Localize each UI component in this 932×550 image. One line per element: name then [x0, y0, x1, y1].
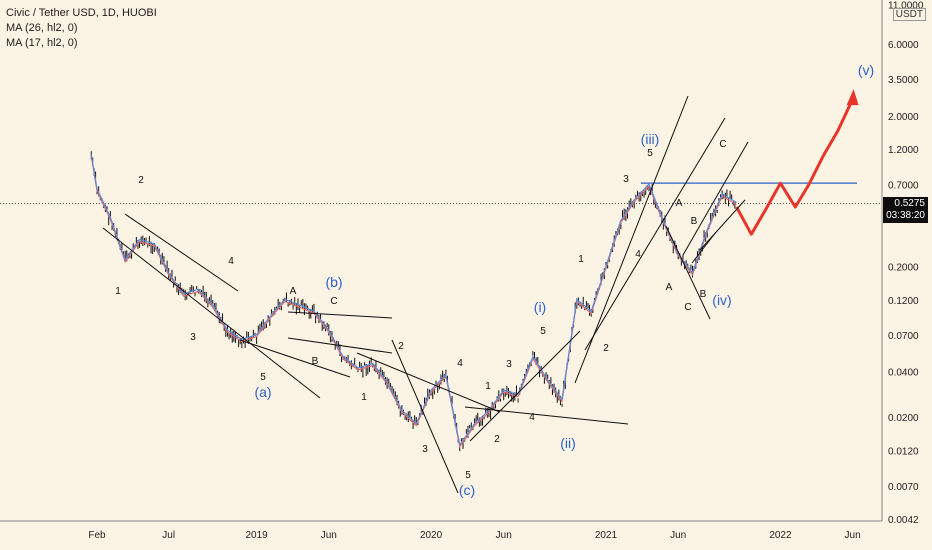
wave-label-minor: 3 [506, 359, 512, 370]
wave-label-minor: 1 [485, 381, 491, 392]
channel-line [464, 406, 629, 425]
price-tick-label: 0.1200 [888, 296, 919, 307]
price-tick-label: 0.0400 [888, 368, 919, 379]
wave-label-minor: 2 [603, 343, 609, 354]
wave-label-major: (iv) [712, 292, 731, 308]
channel-line [287, 311, 393, 319]
wave-label-minor: 5 [647, 148, 653, 159]
current-price-label: 0.5275 03:38:20 [883, 197, 928, 223]
wave-label-major: (b) [325, 274, 342, 290]
wave-label-minor: 5 [540, 326, 546, 337]
price-tick-label: 1.2000 [888, 145, 919, 156]
time-tick-label: Jun [496, 530, 512, 541]
wave-label-major: (i) [534, 299, 546, 315]
price-tick-label: 2.0000 [888, 112, 919, 123]
wave-label-major: (c) [459, 482, 475, 498]
time-tick-label: Feb [88, 530, 106, 541]
ma-26-indicator[interactable]: MA (26, hl2, 0) [6, 22, 78, 34]
price-tick-label: 0.2000 [888, 262, 919, 273]
time-tick-label: 2020 [420, 530, 443, 541]
ma-26-line [90, 156, 737, 449]
wave-label-major: (ii) [560, 435, 576, 451]
wave-label-minor: C [330, 296, 337, 307]
channel-line [469, 330, 581, 442]
channel-line [682, 141, 749, 256]
wave-label-minor: 1 [361, 392, 367, 403]
wave-label-major: (v) [858, 62, 874, 78]
wave-label-minor: B [691, 216, 698, 227]
wave-label-minor: 2 [398, 341, 404, 352]
price-tick-label: 11.0000 [888, 0, 924, 11]
chart-legend: Civic / Tether USD, 1D, HUOBI MA (26, hl… [6, 6, 157, 51]
ma-17-indicator[interactable]: MA (17, hl2, 0) [6, 37, 78, 49]
wave-label-minor: B [700, 289, 707, 300]
wave-label-minor: 5 [260, 372, 266, 383]
price-tick-label: 0.0070 [888, 482, 919, 493]
wave-label-minor: 2 [138, 175, 144, 186]
price-tick-label: 0.0042 [888, 515, 919, 526]
wave-label-minor: 1 [578, 254, 584, 265]
channel-line [584, 117, 726, 351]
wave-label-minor: C [719, 139, 726, 150]
price-tick-label: 3.5000 [888, 75, 919, 86]
wave-label-minor: 5 [465, 470, 471, 481]
wave-label-minor: 2 [494, 434, 500, 445]
wave-label-minor: 3 [623, 174, 629, 185]
time-tick-label: 2022 [769, 530, 792, 541]
channel-line [356, 352, 501, 413]
projection-arrowhead [846, 89, 859, 106]
symbol-title[interactable]: Civic / Tether USD, 1D, HUOBI [6, 7, 157, 19]
wave-label-minor: A [676, 198, 683, 209]
price-tick-label: 0.0120 [888, 447, 919, 458]
currency-unit-label[interactable]: USDT [892, 8, 926, 21]
price-tick-label: 6.0000 [888, 40, 919, 51]
candle-countdown: 03:38:20 [886, 210, 925, 221]
wave-label-minor: A [290, 286, 297, 297]
time-tick-label: Jun [670, 530, 686, 541]
price-tick-label: 0.0700 [888, 331, 919, 342]
channel-line [239, 339, 351, 378]
wave-label-minor: A [666, 282, 673, 293]
time-tick-label: 2019 [246, 530, 269, 541]
time-tick-label: Jul [162, 530, 175, 541]
wave-label-minor: 4 [228, 256, 234, 267]
wave-label-minor: 4 [457, 358, 463, 369]
wave-label-minor: 3 [422, 444, 428, 455]
price-tick-label: 0.0200 [888, 413, 919, 424]
ma-17-line [90, 154, 737, 447]
wave-label-minor: 4 [635, 249, 641, 260]
projection-path [735, 98, 854, 236]
price-tick-label: 0.7000 [888, 181, 919, 192]
wave-label-minor: B [312, 356, 319, 367]
wave-label-major: (iii) [641, 131, 660, 147]
wave-label-minor: 4 [529, 412, 535, 423]
wave-label-minor: 1 [115, 286, 121, 297]
candles [90, 151, 736, 452]
channel-line [391, 339, 459, 494]
channel-line [287, 337, 393, 354]
time-tick-label: 2021 [595, 530, 618, 541]
channel-line [699, 199, 746, 251]
channel-line [665, 225, 711, 320]
channel-line [102, 227, 321, 399]
time-tick-label: Jun [845, 530, 861, 541]
wave-label-major: (a) [254, 384, 271, 400]
current-price-value: 0.5275 [894, 198, 925, 209]
time-tick-label: Jun [321, 530, 337, 541]
channel-line [124, 213, 239, 292]
wave-label-minor: C [684, 302, 691, 313]
wave-label-minor: 3 [190, 332, 196, 343]
